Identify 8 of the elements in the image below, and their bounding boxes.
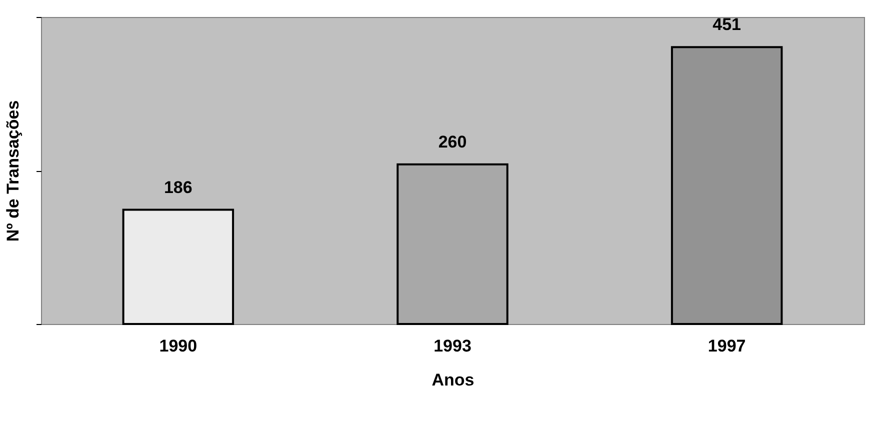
x-tick-label: 1990 — [159, 336, 198, 356]
data-label: 260 — [438, 132, 467, 152]
x-axis-title: Anos — [432, 370, 474, 390]
data-label: 186 — [164, 178, 192, 197]
y-axis-title: Nº de Transações — [4, 100, 22, 242]
data-label: 451 — [712, 15, 742, 34]
x-tick-label: 1993 — [434, 336, 472, 356]
x-tick-label: 1997 — [708, 336, 746, 356]
